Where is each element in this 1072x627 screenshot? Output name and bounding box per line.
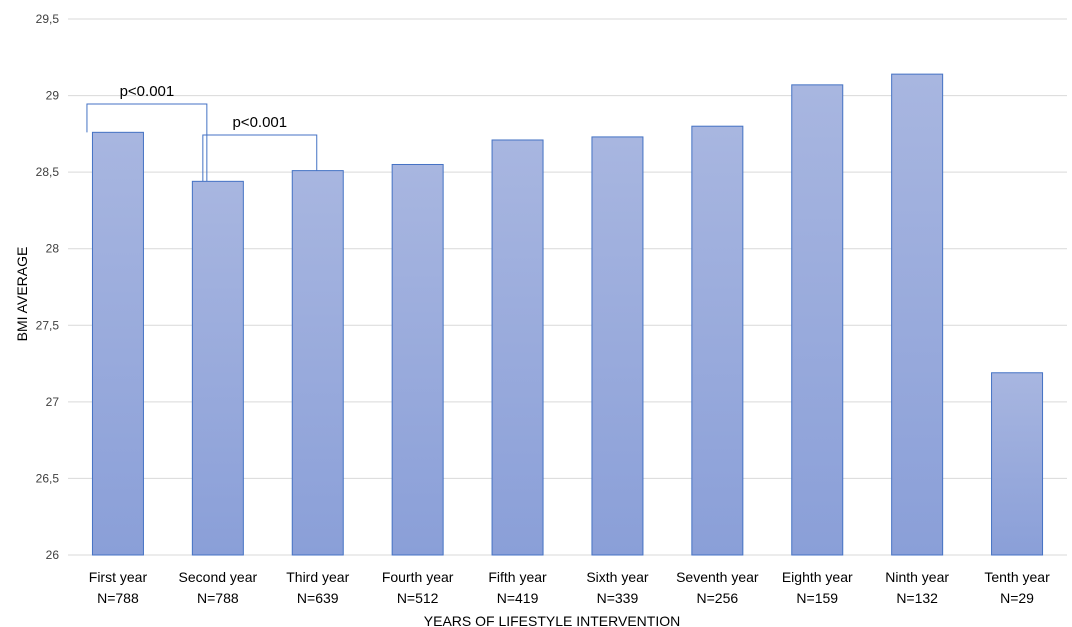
y-tick-label: 29	[46, 89, 60, 103]
n-label: N=639	[297, 590, 339, 606]
bars	[91, 73, 1044, 556]
x-tick-label: Fifth year	[488, 569, 547, 585]
n-label: N=419	[497, 590, 539, 606]
x-axis-title: YEARS OF LIFESTYLE INTERVENTION	[424, 613, 680, 627]
y-tick-label: 26	[46, 548, 60, 562]
bar	[491, 139, 544, 556]
significance-annotations: p<0.001 p<0.001	[86, 83, 318, 182]
y-axis-title: BMI AVERAGE	[14, 247, 30, 342]
x-tick-label: Seventh year	[676, 569, 759, 585]
y-tick-label: 29,5	[36, 12, 60, 26]
y-tick-label: 27,5	[36, 318, 60, 332]
x-tick-label: Fourth year	[382, 569, 454, 585]
bar	[891, 73, 944, 556]
significance-label: p<0.001	[232, 114, 287, 131]
y-tick-label: 28	[46, 242, 60, 256]
x-category-labels: First year N=788 Second year N=788 Third yea…	[89, 569, 1050, 606]
x-tick-label: Tenth year	[984, 569, 1050, 585]
bar	[991, 372, 1044, 556]
n-label: N=159	[796, 590, 838, 606]
x-tick-label: Sixth year	[586, 569, 649, 585]
significance-bracket	[86, 103, 208, 182]
y-tick-labels: 26 26,5 27 27,5 28 28,5 29 29,5	[36, 12, 60, 562]
x-tick-label: Ninth year	[885, 569, 949, 585]
bar	[191, 180, 244, 556]
x-tick-label: Second year	[179, 569, 258, 585]
bar	[91, 131, 144, 556]
bar	[691, 125, 744, 556]
bar	[391, 163, 444, 556]
x-tick-label: Eighth year	[782, 569, 853, 585]
n-label: N=788	[197, 590, 239, 606]
x-tick-label: Third year	[286, 569, 349, 585]
n-label: N=256	[697, 590, 739, 606]
bar	[291, 170, 344, 556]
significance-label: p<0.001	[120, 83, 175, 100]
x-tick-label: First year	[89, 569, 148, 585]
n-label: N=132	[896, 590, 938, 606]
n-label: N=339	[597, 590, 639, 606]
n-label: N=512	[397, 590, 439, 606]
y-tick-label: 26,5	[36, 471, 60, 485]
bar	[591, 136, 644, 556]
significance-bracket	[202, 134, 318, 182]
n-label: N=29	[1000, 590, 1034, 606]
y-tick-label: 28,5	[36, 165, 60, 179]
n-label: N=788	[97, 590, 139, 606]
bar	[791, 84, 844, 556]
y-tick-label: 27	[46, 395, 60, 409]
